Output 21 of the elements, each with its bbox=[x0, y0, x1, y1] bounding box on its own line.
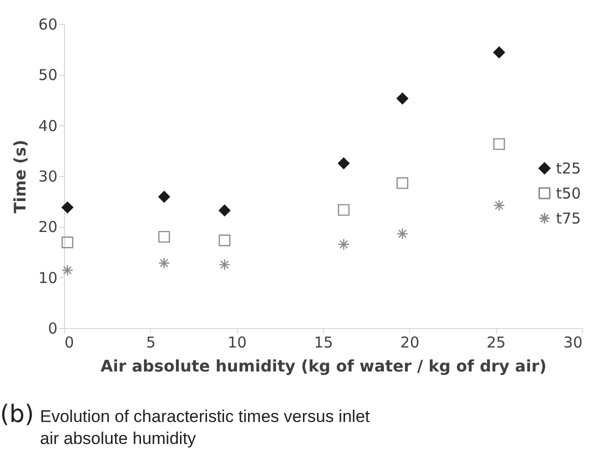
x-tick-label: 10 bbox=[228, 334, 247, 352]
legend-label: t75 bbox=[556, 209, 581, 228]
y-tick-label: 20 bbox=[38, 218, 58, 236]
y-tick-label: 10 bbox=[38, 268, 58, 287]
x-tick-label: 30 bbox=[563, 334, 582, 352]
x-tick-label: 5 bbox=[146, 334, 156, 352]
legend-label: t25 bbox=[556, 159, 581, 178]
x-tick-label: 15 bbox=[314, 334, 334, 352]
legend-label: t50 bbox=[556, 184, 581, 202]
y-tick-label: 50 bbox=[38, 66, 58, 84]
x-axis-title: Air absolute humidity (kg of water / kg of dry air) bbox=[100, 356, 547, 376]
text: Evolution of characteristic times versus inlet air absolute humidity bbox=[40, 407, 370, 448]
y-tick-label: 40 bbox=[38, 116, 58, 135]
x-tick-label: 25 bbox=[486, 334, 506, 352]
y-axis-title: Time (s) bbox=[10, 140, 30, 214]
text: (b) bbox=[0, 400, 34, 428]
y-tick-label: 60 bbox=[38, 16, 58, 34]
x-tick-label: 0 bbox=[64, 334, 74, 352]
x-tick-label: 20 bbox=[400, 334, 420, 352]
y-tick-label: 30 bbox=[38, 168, 58, 186]
y-tick-label: 0 bbox=[48, 320, 58, 338]
